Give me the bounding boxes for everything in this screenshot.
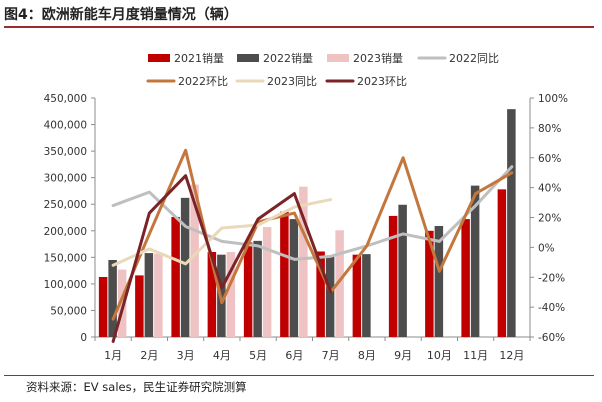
x-tick-label: 4月 [213,349,231,362]
bar-2021销量 [135,275,144,337]
left-tick-label: 200,000 [44,226,87,238]
figure-title: 图4：欧洲新能车月度销量情况（辆） [4,7,238,23]
right-tick-label: -20% [538,272,565,284]
x-tick-label: 9月 [394,349,412,362]
legend-swatch-2022销量 [237,54,259,62]
bar-2023销量 [190,184,199,337]
left-tick-label: 0 [80,332,87,344]
right-tick-label: 100% [538,93,568,105]
left-tick-label: 50,000 [50,305,87,317]
legend-swatch-2021销量 [148,54,170,62]
line-2022环比 [111,148,514,321]
right-tick-label: -60% [538,332,565,344]
legend-label-2022同比: 2022同比 [449,52,499,65]
right-tick-label: 80% [538,123,561,135]
bar-2021销量 [316,251,325,337]
legend-label-2022销量: 2022销量 [263,51,313,65]
x-tick-label: 8月 [358,349,376,362]
bar-2021销量 [461,219,470,337]
title-rule [4,26,594,28]
bar-2023销量 [335,230,344,337]
bar-2022销量 [470,185,480,337]
bar-2022销量 [144,253,154,337]
chart-bars [98,109,516,337]
bar-2021销量 [352,254,362,337]
source-note: 资料来源：EV sales，民生证券研究院测算 [26,380,247,394]
x-tick-label: 11月 [463,349,488,362]
legend-label-2023销量: 2023销量 [353,51,403,65]
bar-2022销量 [434,225,444,337]
right-tick-label: 60% [538,153,561,165]
bar-2021销量 [497,189,507,337]
x-tick-label: 7月 [322,349,340,362]
left-tick-label: 150,000 [44,252,87,264]
bar-2022销量 [108,259,117,337]
bar-2023销量 [262,227,272,337]
bar-2021销量 [243,242,253,337]
bar-2021销量 [425,230,434,337]
x-tick-label: 10月 [427,349,452,362]
source-rule [4,375,594,376]
bar-2022销量 [398,204,407,337]
bar-2022销量 [180,197,190,337]
x-tick-label: 3月 [177,349,195,362]
right-tick-label: 0% [538,242,555,254]
bar-2022销量 [507,109,516,337]
bar-2022销量 [362,254,371,337]
line-2022同比 [111,165,514,261]
line-2023环比 [111,174,333,343]
x-tick-label: 5月 [249,349,267,362]
bar-2023销量 [299,186,308,337]
bar-2021销量 [280,211,289,337]
x-tick-label: 12月 [499,349,524,362]
bar-2021销量 [98,276,108,337]
bar-2023销量 [154,253,163,337]
bar-2022销量 [325,256,335,337]
line-2023同比 [111,198,333,267]
bar-2022销量 [253,240,262,337]
legend-label-2022环比: 2022环比 [178,75,228,88]
right-tick-label: -40% [538,302,565,314]
bar-2021销量 [388,215,398,337]
bar-2023销量 [117,269,127,337]
left-tick-label: 450,000 [44,93,87,105]
chart-legend: 2021销量 2022销量 2023销量 2022同比 2022环比 2023同比 2023… [146,51,499,88]
bar-2021销量 [171,216,180,337]
bar-2021销量 [207,252,217,337]
x-tick-label: 1月 [104,349,122,362]
legend-label-2023同比: 2023同比 [267,75,317,88]
left-tick-label: 250,000 [44,199,87,211]
legend-swatch-2023销量 [327,54,349,62]
left-tick-label: 100,000 [44,279,87,291]
right-tick-label: 40% [538,183,561,195]
legend-label-2023环比: 2023环比 [357,75,407,88]
legend-label-2021销量: 2021销量 [174,51,224,65]
left-tick-label: 400,000 [44,120,87,132]
chart-lines [111,148,514,343]
chart-axes: 0 50,000 100,000 150,000 200,000 250,000 300,0… [44,93,568,362]
bar-2022销量 [289,219,299,337]
left-tick-label: 300,000 [44,173,87,185]
right-tick-label: 20% [538,213,561,225]
x-tick-label: 6月 [285,349,303,362]
x-tick-label: 2月 [140,349,158,362]
sales-chart: 2021销量 2022销量 2023销量 2022同比 2022环比 2023同比 2023… [44,51,568,362]
bar-2023销量 [226,252,236,337]
left-tick-label: 350,000 [44,146,87,158]
